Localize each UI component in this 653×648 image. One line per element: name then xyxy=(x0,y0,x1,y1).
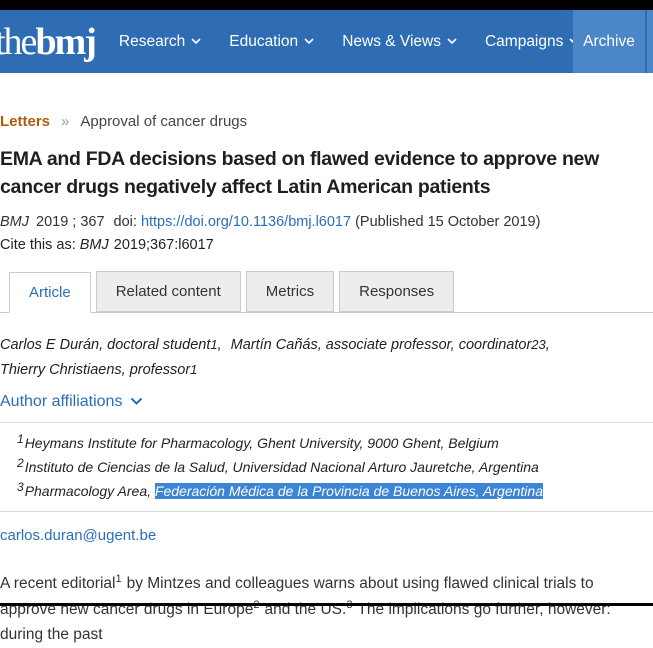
published-date: (Published 15 October 2019) xyxy=(355,214,541,231)
affiliation-ref: 1 xyxy=(190,362,198,378)
main-nav: thebmj Research Education News & Views C… xyxy=(0,10,653,73)
logo-bmj: bmj xyxy=(35,20,96,63)
author: Martín Cañás, associate professor, coord… xyxy=(230,337,550,354)
nav-edge-strip xyxy=(647,10,653,73)
article-tabs: Article Related content Metrics Response… xyxy=(0,271,653,314)
affiliation-item: 3Pharmacology Area, Federación Médica de… xyxy=(17,480,543,500)
nav-item-label: Education xyxy=(229,32,299,50)
tab-responses[interactable]: Responses xyxy=(339,271,455,313)
nav-item-label: Research xyxy=(118,32,186,50)
bmj-logo[interactable]: thebmj xyxy=(0,20,97,63)
nav-item-archive[interactable]: Archive xyxy=(573,10,645,73)
doi-link[interactable]: https://doi.org/10.1136/bmj.l6017 xyxy=(140,214,352,231)
nav-item-label: News & Views xyxy=(342,32,441,50)
breadcrumb: Letters » Approval of cancer drugs xyxy=(0,113,653,130)
chevron-down-icon xyxy=(304,38,314,45)
author-email-link[interactable]: carlos.duran@ugent.be xyxy=(0,527,157,545)
nav-item-research[interactable]: Research xyxy=(105,33,215,51)
tab-metrics[interactable]: Metrics xyxy=(245,271,335,313)
cite-as-ref: 2019;367:l6017 xyxy=(113,237,214,254)
cite-as-label: Cite this as: xyxy=(0,237,76,254)
affiliation-number: 1 xyxy=(17,431,24,446)
archive-section: Archive xyxy=(573,10,653,73)
affiliation-ref: 23 xyxy=(531,337,546,353)
breadcrumb-current: Approval of cancer drugs xyxy=(80,113,248,130)
nav-item-news-views[interactable]: News & Views xyxy=(328,33,471,51)
selected-text: Federación Médica de la Provincia de Bue… xyxy=(154,483,543,500)
tab-related-content[interactable]: Related content xyxy=(95,271,241,313)
author-list: Carlos E Durán, doctoral student1, Martí… xyxy=(0,333,653,382)
citation-volume: 2019 ; 367 xyxy=(36,214,105,231)
top-black-bar xyxy=(0,0,653,10)
affiliations-box: 1Heymans Institute for Pharmacology, Ghe… xyxy=(0,421,653,513)
author: Thierry Christiaens, professor1 xyxy=(0,362,198,379)
journal-name: BMJ xyxy=(0,214,29,231)
article-paragraph: A recent editorial1 by Mintzes and collea… xyxy=(0,573,611,644)
author-affiliations-toggle[interactable]: Author affiliations xyxy=(0,393,653,411)
logo-the: the xyxy=(0,20,37,63)
nav-links: Research Education News & Views Campaign… xyxy=(105,33,593,51)
affiliation-number: 2 xyxy=(17,455,24,470)
citation-line: BMJ 2019 ; 367 doi: https://doi.org/10.1136… xyxy=(0,214,653,230)
affiliation-item: 2Instituto de Ciencias de la Salud, Univ… xyxy=(17,455,539,475)
bottom-black-bar xyxy=(0,603,653,606)
author-affiliations-label: Author affiliations xyxy=(0,392,123,410)
affiliation-ref: 1 xyxy=(210,337,218,353)
affiliation-item: 1Heymans Institute for Pharmacology, Ghe… xyxy=(17,431,499,451)
affiliation-number: 3 xyxy=(17,480,24,495)
breadcrumb-letters-link[interactable]: Letters xyxy=(0,113,51,130)
cite-as-line: Cite this as: BMJ 2019;367:l6017 xyxy=(0,237,653,253)
page-title: EMA and FDA decisions based on flawed ev… xyxy=(0,148,599,198)
chevron-down-icon xyxy=(130,397,143,406)
reference-1[interactable]: 1 xyxy=(115,573,122,586)
journal-name: BMJ xyxy=(79,237,109,254)
chevron-down-icon xyxy=(191,38,201,45)
doi-label: doi: xyxy=(113,214,137,231)
author-line-1: Carlos E Durán, doctoral student1, Martí… xyxy=(0,333,653,358)
nav-divider xyxy=(645,10,647,73)
breadcrumb-separator: » xyxy=(61,113,70,130)
nav-item-label: Campaigns xyxy=(484,32,564,50)
chevron-down-icon xyxy=(447,38,457,45)
author-line-2: Thierry Christiaens, professor1 xyxy=(0,358,653,383)
nav-item-education[interactable]: Education xyxy=(215,33,328,51)
tab-article[interactable]: Article xyxy=(9,272,91,314)
author: Carlos E Durán, doctoral student1, xyxy=(0,337,222,354)
